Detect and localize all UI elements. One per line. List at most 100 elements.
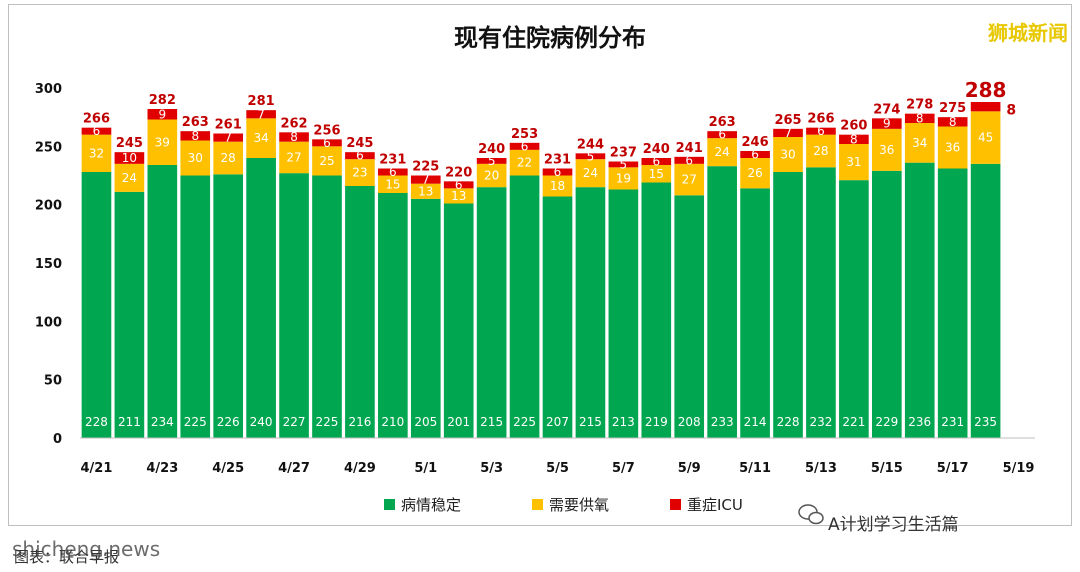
bar-segment-oxygen [443, 188, 474, 204]
bar-segment-icu [674, 156, 705, 164]
value-label-oxygen: 13 [451, 189, 466, 203]
value-label-oxygen: 30 [780, 148, 795, 162]
value-label-stable: 219 [645, 415, 668, 429]
bar-segment-icu [542, 168, 573, 176]
value-label-oxygen: 27 [682, 173, 697, 187]
y-tick-label: 0 [53, 432, 62, 447]
value-label-icu: 10 [122, 151, 137, 165]
value-label-icu: 7 [422, 173, 430, 187]
value-label-icu: 7 [257, 107, 265, 121]
value-label-total: 244 [577, 137, 604, 152]
bar-segment-oxygen [937, 126, 968, 169]
value-label-oxygen: 20 [484, 169, 499, 183]
bar-segment-oxygen [970, 111, 1001, 164]
brand-logo-text: 狮城新闻 [988, 21, 1068, 45]
value-label-icu: 6 [521, 139, 529, 153]
value-label-oxygen: 45 [978, 131, 993, 145]
value-label-oxygen: 34 [912, 136, 927, 150]
value-label-stable: 208 [678, 415, 701, 429]
bar-segment-stable [114, 191, 145, 438]
y-tick-label: 200 [35, 199, 62, 214]
y-tick-label: 250 [35, 140, 62, 155]
value-label-total: 282 [149, 93, 176, 108]
value-label-total: 262 [280, 116, 307, 131]
bar-segment-stable [641, 182, 672, 438]
x-tick-label: 5/9 [678, 461, 701, 476]
value-label-stable: 235 [974, 415, 997, 429]
bar-segment-icu [641, 158, 672, 165]
bar-segment-oxygen [180, 140, 211, 176]
bar-segment-icu [970, 102, 1001, 112]
value-label-total: 260 [840, 119, 867, 134]
value-label-oxygen: 27 [286, 150, 301, 164]
x-tick-label: 5/5 [546, 461, 569, 476]
value-label-stable: 225 [184, 415, 207, 429]
bar-segment-oxygen [839, 144, 869, 181]
value-label-oxygen: 28 [813, 144, 828, 158]
value-label-total: 220 [445, 165, 472, 180]
bar-segment-icu [246, 110, 276, 119]
value-label-total: 246 [742, 135, 769, 150]
bar-segment-stable [542, 196, 573, 438]
value-label-total: 265 [774, 113, 801, 128]
bar-segment-stable [312, 175, 342, 438]
bar-segment-stable [443, 203, 474, 438]
bar-segment-stable [806, 167, 836, 439]
value-label-stable: 201 [447, 415, 470, 429]
value-label-oxygen: 31 [846, 155, 861, 169]
value-label-stable: 215 [579, 415, 602, 429]
value-label-stable: 225 [316, 415, 339, 429]
value-label-icu: 6 [554, 165, 562, 179]
value-label-stable: 221 [842, 415, 865, 429]
bar-segment-oxygen [904, 123, 935, 163]
x-tick-label: 5/13 [805, 461, 837, 476]
value-label-total: 263 [182, 115, 209, 130]
value-label-total: 253 [511, 127, 538, 142]
bar-segment-oxygen [246, 118, 276, 158]
value-label-icu: 6 [93, 124, 101, 138]
value-label-oxygen: 36 [945, 141, 960, 155]
value-label-stable: 226 [217, 415, 240, 429]
bar-segment-stable [279, 173, 309, 438]
bar-segment-icu [740, 151, 770, 158]
value-label-icu: 5 [488, 154, 496, 168]
bar-segment-stable [213, 174, 244, 439]
bar-segment-oxygen [740, 158, 770, 189]
value-label-oxygen: 24 [583, 166, 598, 180]
value-label-oxygen: 30 [188, 151, 203, 165]
bar-segment-stable [410, 198, 441, 438]
bar-segment-oxygen [509, 149, 540, 176]
bar-segment-oxygen [378, 175, 408, 193]
value-label-oxygen: 13 [418, 184, 433, 198]
bar-segment-icu [707, 131, 737, 139]
value-label-stable: 234 [151, 415, 174, 429]
bar-segment-stable [345, 186, 375, 438]
value-label-total: 237 [610, 146, 637, 161]
bar-segment-oxygen [806, 134, 836, 168]
bar-segment-stable [575, 187, 606, 438]
value-label-icu: 8 [191, 129, 199, 143]
bar-segment-stable [81, 172, 112, 438]
bar-segment-icu [443, 181, 474, 189]
value-label-oxygen: 24 [715, 145, 730, 159]
wechat-icon [798, 504, 824, 525]
y-axis: 0 50 100 150 200 250 300 [35, 82, 62, 447]
bar-segment-oxygen [312, 146, 342, 176]
value-label-total: 256 [313, 123, 340, 138]
bar-segment-icu [806, 127, 836, 135]
y-tick-label: 300 [35, 82, 62, 97]
value-label-total: 275 [939, 101, 966, 116]
x-tick-label: 5/17 [937, 461, 969, 476]
bar-segment-stable [180, 175, 211, 438]
value-label-oxygen: 28 [221, 151, 236, 165]
bar-segment-icu [312, 139, 342, 147]
value-label-icu: 9 [883, 117, 891, 131]
value-label-stable: 232 [809, 415, 832, 429]
value-label-oxygen: 24 [122, 171, 137, 185]
x-tick-label: 5/1 [414, 461, 437, 476]
bar-segment-stable [970, 163, 1001, 439]
value-label-total: 240 [643, 142, 670, 157]
value-label-oxygen: 39 [155, 135, 170, 149]
value-label-total: 281 [248, 94, 275, 109]
